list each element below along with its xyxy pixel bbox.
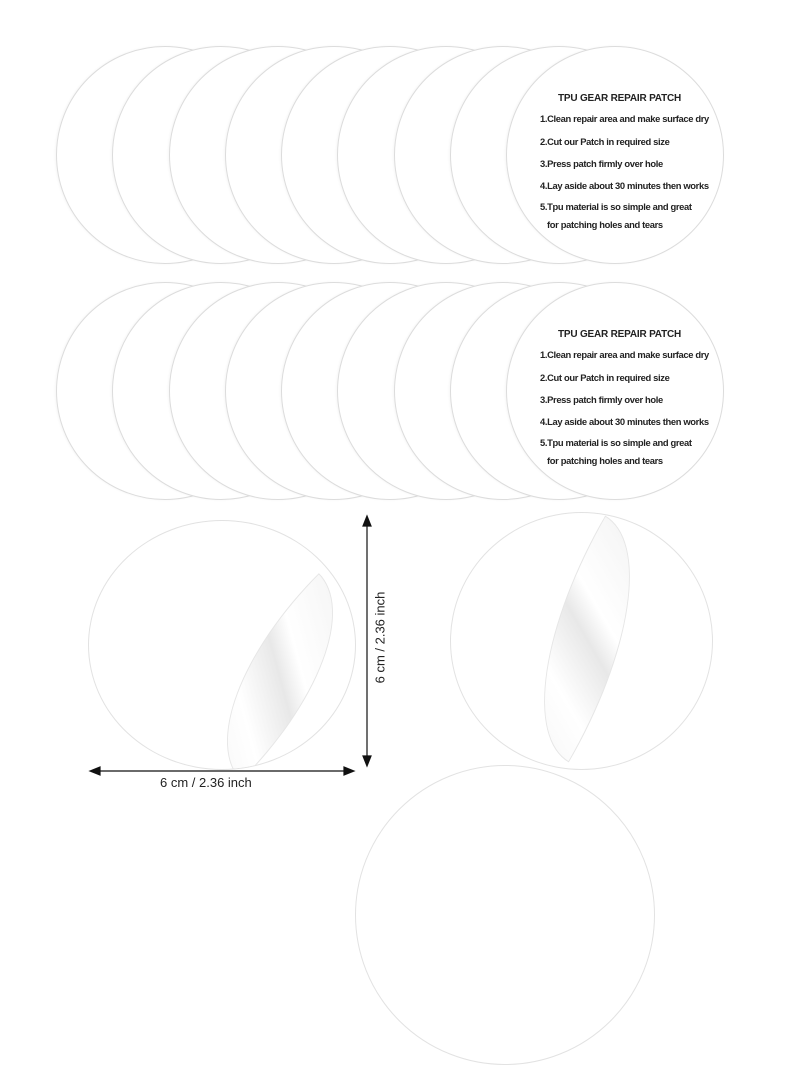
dimension-arrows <box>88 514 372 776</box>
patch-instruction: 4.Lay aside about 30 minutes then works <box>540 180 709 191</box>
patch-instruction: 2.Cut our Patch in required size <box>540 136 670 147</box>
height-label: 6 cm / 2.36 inch <box>372 591 388 684</box>
patch-instruction: 2.Cut our Patch in required size <box>540 372 670 383</box>
patch-back-film <box>450 512 713 770</box>
patch-instruction: 4.Lay aside about 30 minutes then works <box>540 416 709 427</box>
vertical-arrow <box>362 514 372 768</box>
horizontal-arrow <box>88 766 356 776</box>
patch-title: TPU GEAR REPAIR PATCH <box>558 93 682 104</box>
patch-title: TPU GEAR REPAIR PATCH <box>558 329 682 340</box>
partial-patch <box>355 765 655 1065</box>
patch-instruction: 5.Tpu material is so simple and great <box>540 437 692 448</box>
patch-instruction: 1.Clean repair area and make surface dry <box>540 349 709 360</box>
patch-instruction: for patching holes and tears <box>547 455 663 466</box>
patch-instruction: 5.Tpu material is so simple and great <box>540 201 692 212</box>
patch-instruction: for patching holes and tears <box>547 219 663 230</box>
width-label: 6 cm / 2.36 inch <box>160 775 252 790</box>
patch-instruction: 3.Press patch firmly over hole <box>540 158 663 169</box>
repair-patch: TPU GEAR REPAIR PATCH 1.Clean repair area… <box>506 282 724 500</box>
patch-instruction: 1.Clean repair area and make surface dry <box>540 113 709 124</box>
patch-back-peeled <box>88 520 356 770</box>
repair-patch: TPU GEAR REPAIR PATCH 1.Clean repair area… <box>506 46 724 264</box>
patch-instruction: 3.Press patch firmly over hole <box>540 394 663 405</box>
